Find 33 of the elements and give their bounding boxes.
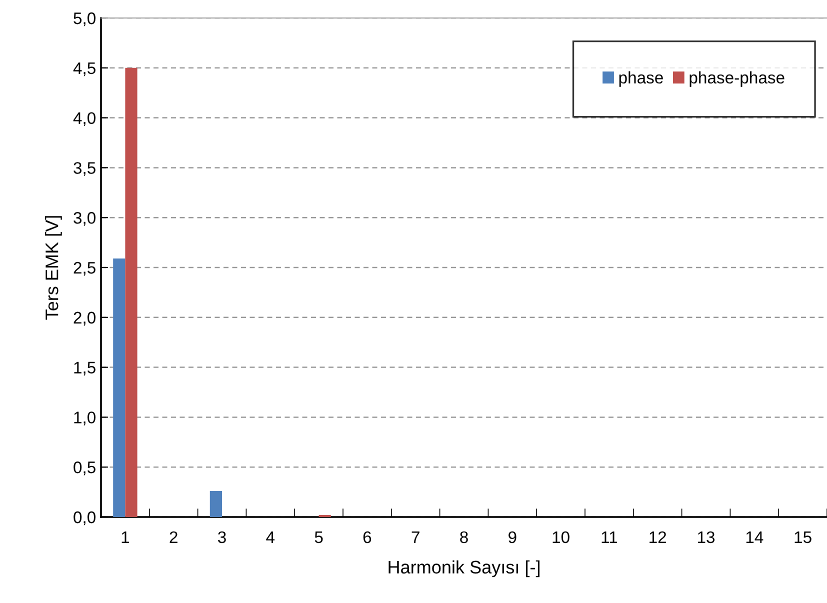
x-tick-label: 9	[508, 531, 516, 544]
x-tick-label: 10	[552, 531, 570, 544]
y-tick-label: 3,0	[74, 212, 96, 226]
y-tick-label: 1,0	[74, 412, 96, 426]
x-tick-label: 4	[266, 532, 275, 543]
x-tick-label: 15	[794, 532, 812, 544]
x-tick-label: 8	[460, 531, 468, 544]
x-tick-label: 1	[122, 532, 130, 543]
y-tick-label: 3,5	[74, 162, 96, 176]
x-tick-label: 5	[314, 532, 323, 544]
x-tick-label: 11	[602, 532, 618, 543]
y-tick-label: 4,5	[73, 62, 96, 76]
x-tick-label: 12	[650, 531, 666, 543]
y-tick-label: 4,0	[73, 112, 96, 126]
x-tick-label: 7	[412, 532, 420, 543]
y-tick-label: 0,0	[74, 511, 96, 526]
x-tick-label: 13	[698, 531, 715, 544]
bar	[210, 491, 222, 517]
y-tick-label: 0,5	[74, 462, 96, 476]
x-tick-label: 2	[170, 531, 178, 543]
x-axis-title: Harmonik Sayısı [-]	[388, 560, 540, 578]
x-tick-label: 3	[218, 531, 226, 544]
x-tick-label: 14	[746, 532, 764, 543]
bar	[113, 258, 126, 517]
x-tick-label: 6	[363, 531, 372, 544]
y-tick-label: 2,5	[74, 262, 96, 276]
bar	[125, 68, 138, 517]
y-axis-title: Ters EMK [V]	[45, 216, 62, 320]
legend-label: phase-phase	[690, 71, 784, 87]
y-tick-label: 2,0	[74, 312, 96, 326]
y-tick-label: 5,0	[74, 12, 96, 26]
y-tick-label: 1,5	[74, 362, 96, 376]
legend-label: phase	[619, 71, 663, 87]
